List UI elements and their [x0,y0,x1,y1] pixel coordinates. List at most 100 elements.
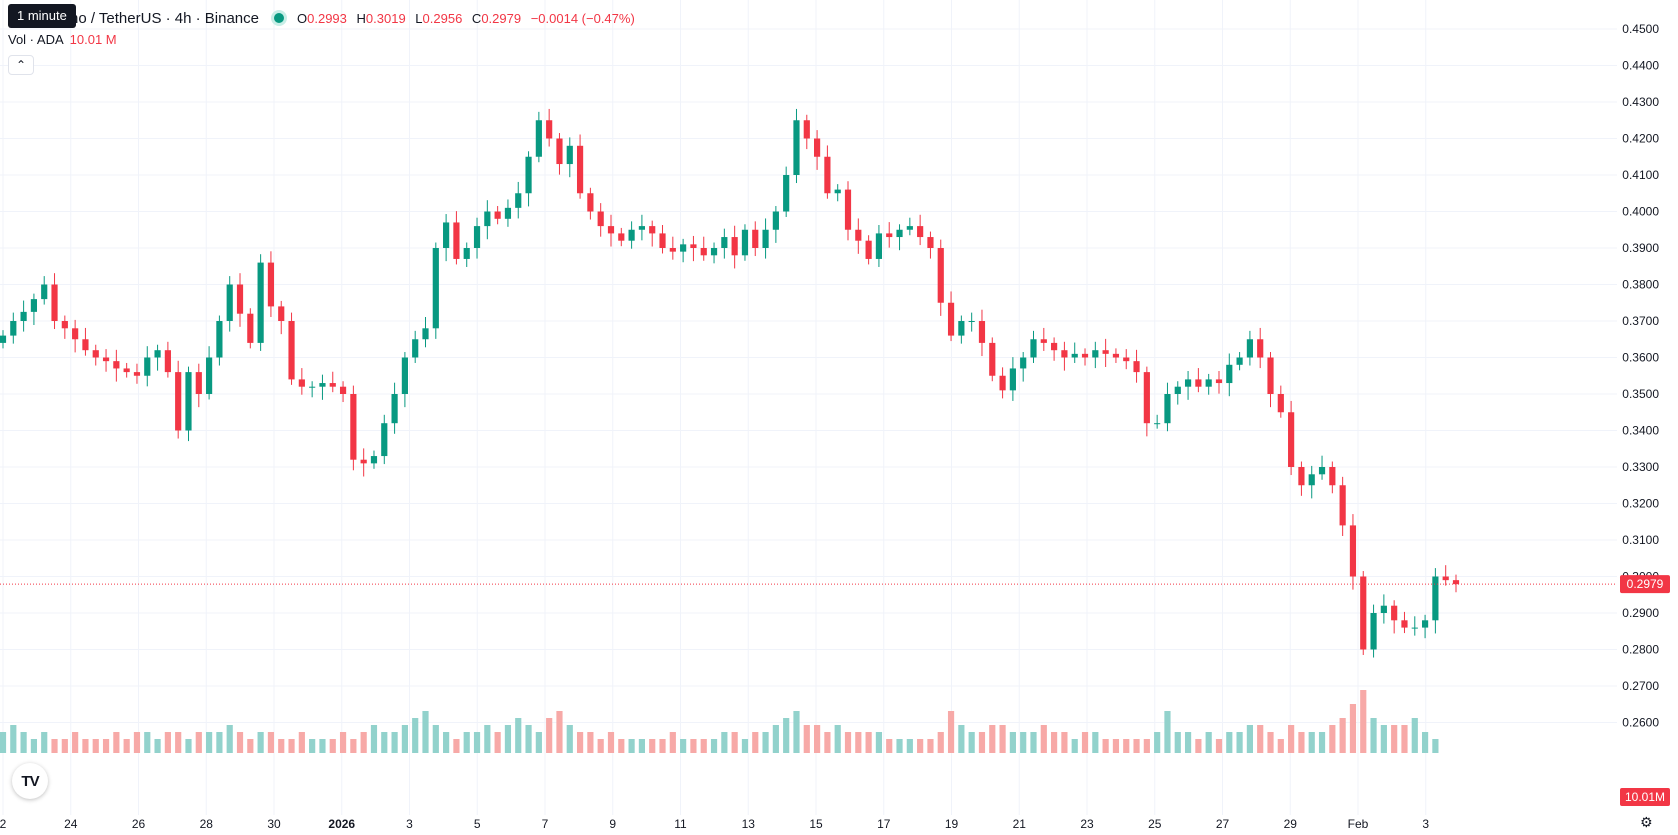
x-tick-label: 17 [877,817,891,831]
candle-body [102,357,110,362]
volume-bar [1380,725,1387,753]
price-axis[interactable]: 0.4500 0.4400 0.4300 0.4200 0.4100 0.4000 0.39… [1622,22,1659,730]
volume-bar [834,725,841,753]
volume-bar [968,732,975,753]
volume-bar [41,732,48,753]
candle-body [535,120,542,157]
candle-body [1164,394,1171,424]
candle-body [1102,350,1109,354]
volume-bar [247,739,254,753]
candle-body [515,193,522,208]
open-key: O [297,10,308,26]
candle-body [391,394,398,424]
y-tick-label: 0.2800 [1622,643,1659,657]
volume-bar [865,732,872,753]
volume-bar [164,732,171,753]
candle-body [1360,576,1367,650]
volume-bar [1112,739,1120,753]
volume-bar [803,725,810,753]
x-tick-label: 21 [1013,817,1027,831]
volume-bar [339,732,347,753]
volume-bar [1020,732,1027,753]
volume-bar [61,739,68,753]
candle-body [556,138,563,165]
volume-bar [999,725,1006,753]
candle-body [30,299,38,312]
y-tick-label: 0.3300 [1622,460,1659,474]
volume-bar [1040,725,1047,753]
candle-body [1421,620,1429,628]
volume-bar [1226,732,1233,753]
gear-icon[interactable]: ⚙ [1640,814,1653,830]
candle-body [1133,361,1140,373]
volume-bar [1164,711,1171,753]
candle-body [360,459,367,464]
volume-bar [1061,732,1068,753]
x-tick-label: 25 [1148,817,1162,831]
last-price-value: 0.2979 [1627,577,1664,591]
market-status-icon[interactable] [271,10,287,26]
candle-body [1226,364,1233,384]
candle-body [947,302,955,336]
x-tick-label: 11 [674,817,687,831]
candle-body [1432,576,1439,621]
volume-bar [515,718,522,753]
candle-body [72,328,79,340]
volume-bar [226,725,233,753]
candle-body [473,226,481,248]
volume-value: 10.01 M [69,32,117,47]
volume-bar [350,739,357,753]
x-tick-label: 15 [809,817,823,831]
y-tick-label: 0.3400 [1622,424,1659,438]
candle-body [1267,357,1274,394]
candle-body [1288,412,1295,467]
volume-bar [680,739,687,753]
x-tick-label: 3 [1422,817,1429,831]
volume-bar [576,732,584,753]
volume-bar [10,725,17,753]
candle-body [504,207,512,219]
candle-body [319,383,326,387]
volume-bar [1071,739,1078,753]
candle-body [968,321,975,322]
volume-bar [947,711,955,753]
volume-bar [206,732,213,753]
high-key: H [356,10,366,26]
x-tick-label: 23 [1080,817,1094,831]
candle-body [216,321,223,358]
candle-body [92,350,99,358]
x-tick-label: 3 [406,817,413,831]
x-tick-label: 5 [474,817,481,831]
volume-label[interactable]: Vol · ADA [8,32,64,47]
symbol-title[interactable]: no / TetherUS · 4h · Binance [70,9,259,27]
candle-body [1349,525,1357,577]
candle-body [525,156,532,194]
volume-bar [257,732,264,753]
time-axis[interactable]: 2 24 26 28 30 2026 3 5 7 9 11 13 15 17 19 21 23 25 27 29 Feb… [0,817,1429,831]
volume-bar [432,725,439,753]
volume-bars [0,690,1439,753]
candle-body [587,193,594,212]
volume-bar [1370,718,1377,753]
y-tick-label: 0.4400 [1622,59,1659,73]
volume-bar [1391,725,1398,753]
candle-body [350,394,357,460]
candle-body [875,233,883,259]
collapse-legend-button[interactable]: ⌃ [8,55,34,75]
volume-bar [154,739,161,753]
volume-bar [607,732,615,753]
volume-bar [175,732,182,753]
x-tick-label: Feb [1348,817,1369,831]
tradingview-logo-icon[interactable]: TV [12,763,48,799]
candle-body [1339,485,1346,526]
volume-bar [360,732,367,753]
candle-body [381,423,388,457]
x-tick-label: 30 [267,817,281,831]
x-tick-label: 2026 [328,817,355,831]
candle-body [1246,339,1253,358]
candle-body [1401,620,1408,628]
volume-bar [937,732,944,753]
candle-body [1277,394,1284,413]
volume-bar [752,732,759,753]
